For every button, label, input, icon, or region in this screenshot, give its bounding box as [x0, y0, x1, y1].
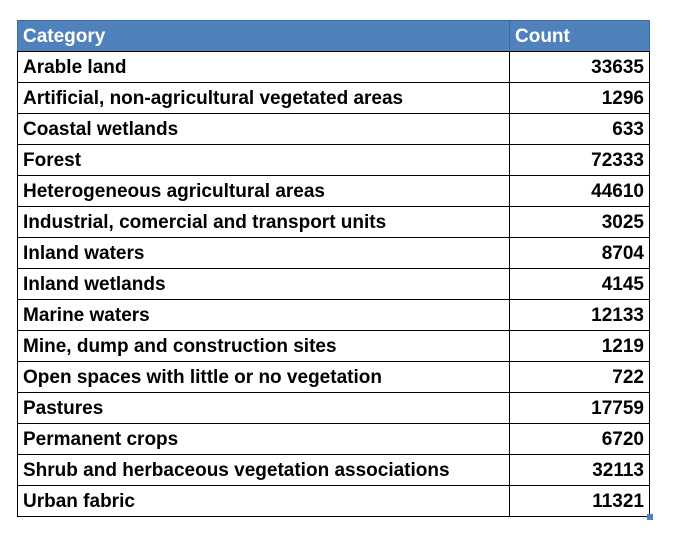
table-row: Pastures 17759	[17, 392, 650, 424]
category-cell: Inland wetlands	[17, 268, 510, 300]
count-cell: 1219	[509, 330, 650, 362]
category-cell: Forest	[17, 144, 510, 176]
count-cell: 3025	[509, 206, 650, 238]
category-cell: Artificial, non-agricultural vegetated a…	[17, 82, 510, 114]
category-cell: Pastures	[17, 392, 510, 424]
table-row: Mine, dump and construction sites 1219	[17, 330, 650, 362]
count-cell: 11321	[509, 485, 653, 520]
category-cell: Inland waters	[17, 237, 510, 269]
count-cell: 6720	[509, 423, 650, 455]
table-row: Inland wetlands 4145	[17, 268, 650, 300]
table-row: Forest 72333	[17, 144, 650, 176]
table-row: Heterogeneous agricultural areas 44610	[17, 175, 650, 207]
count-cell: 44610	[509, 175, 650, 207]
count-cell: 8704	[509, 237, 650, 269]
category-cell: Permanent crops	[17, 423, 510, 455]
table-row: Permanent crops 6720	[17, 423, 650, 455]
count-cell: 4145	[509, 268, 650, 300]
table-row: Arable land 33635	[17, 51, 650, 83]
count-cell: 17759	[509, 392, 650, 424]
table-row: Inland waters 8704	[17, 237, 650, 269]
header-category: Category	[17, 20, 510, 52]
category-cell: Arable land	[17, 51, 510, 83]
table-row: Shrub and herbaceous vegetation associat…	[17, 454, 650, 486]
category-cell: Mine, dump and construction sites	[17, 330, 510, 362]
table-row: Marine waters 12133	[17, 299, 650, 331]
count-value: 11321	[592, 490, 644, 512]
table-row: Open spaces with little or no vegetation…	[17, 361, 650, 393]
table-row: Industrial, comercial and transport unit…	[17, 206, 650, 238]
category-count-table-container: Category Count Arable land 33635 Artific…	[17, 20, 653, 520]
category-cell: Shrub and herbaceous vegetation associat…	[17, 454, 510, 486]
table-header-row: Category Count	[17, 20, 650, 52]
table-row: Artificial, non-agricultural vegetated a…	[17, 82, 650, 114]
category-count-table: Category Count Arable land 33635 Artific…	[17, 20, 653, 520]
count-cell: 33635	[509, 51, 650, 83]
count-cell: 72333	[509, 144, 650, 176]
table-row: Coastal wetlands 633	[17, 113, 650, 145]
category-cell: Urban fabric	[17, 485, 510, 517]
fill-handle[interactable]	[647, 514, 653, 520]
category-cell: Industrial, comercial and transport unit…	[17, 206, 510, 238]
count-cell: 1296	[509, 82, 650, 114]
count-cell: 722	[509, 361, 650, 393]
category-cell: Open spaces with little or no vegetation	[17, 361, 510, 393]
count-cell: 633	[509, 113, 650, 145]
table-row: Urban fabric 11321	[17, 485, 653, 520]
header-count: Count	[509, 20, 650, 52]
category-cell: Coastal wetlands	[17, 113, 510, 145]
category-cell: Marine waters	[17, 299, 510, 331]
count-cell: 32113	[509, 454, 650, 486]
category-cell: Heterogeneous agricultural areas	[17, 175, 510, 207]
count-cell: 12133	[509, 299, 650, 331]
